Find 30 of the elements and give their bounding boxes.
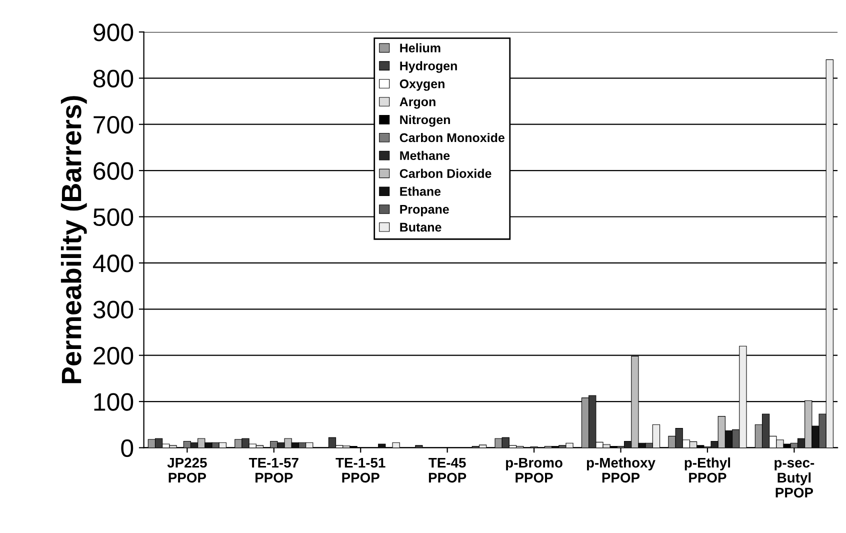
y-tick-label: 800 — [93, 70, 134, 88]
y-tick-label: 600 — [94, 162, 134, 180]
x-tick-label: p-Ethyl PPOP — [684, 457, 730, 483]
x-tick-label: p-Bromo PPOP — [506, 458, 562, 483]
legend-label: Propane — [400, 205, 449, 216]
y-tick-label: 300 — [93, 300, 134, 318]
y-tick-label: 100 — [94, 393, 134, 411]
legend-label: Carbon Monoxide — [400, 132, 504, 142]
x-tick-label: p-sec- Butyl PPOP — [774, 460, 814, 498]
legend-label: Helium — [400, 43, 440, 52]
y-tick-label: 500 — [93, 208, 134, 226]
x-tick-label: p-Methoxy PPOP — [586, 457, 656, 483]
y-axis-title: Permeability (Barrers) — [60, 96, 87, 384]
legend-label: Oxygen — [400, 79, 444, 91]
legend-label: Argon — [400, 98, 436, 109]
legend-label: Methane — [400, 150, 450, 160]
y-tick-label: 400 — [92, 254, 134, 272]
legend-label: Nitrogen — [400, 115, 450, 127]
legend-label: Carbon Dioxide — [400, 168, 492, 178]
x-tick-label: JP225 PPOP — [167, 458, 207, 483]
y-tick-label: 200 — [94, 346, 134, 365]
legend-label: Butane — [400, 222, 442, 232]
x-tick-label: TE-1-51 PPOP — [336, 458, 386, 483]
x-tick-label: TE-1-57 PPOP — [248, 458, 298, 483]
legend-label: Ethane — [400, 186, 441, 196]
y-tick-label: 0 — [121, 439, 134, 458]
legend-label: Hydrogen — [400, 61, 457, 73]
y-tick-label: 700 — [94, 116, 134, 134]
x-tick-label: TE-45 PPOP — [428, 458, 466, 483]
y-tick-label: 900 — [94, 24, 134, 42]
